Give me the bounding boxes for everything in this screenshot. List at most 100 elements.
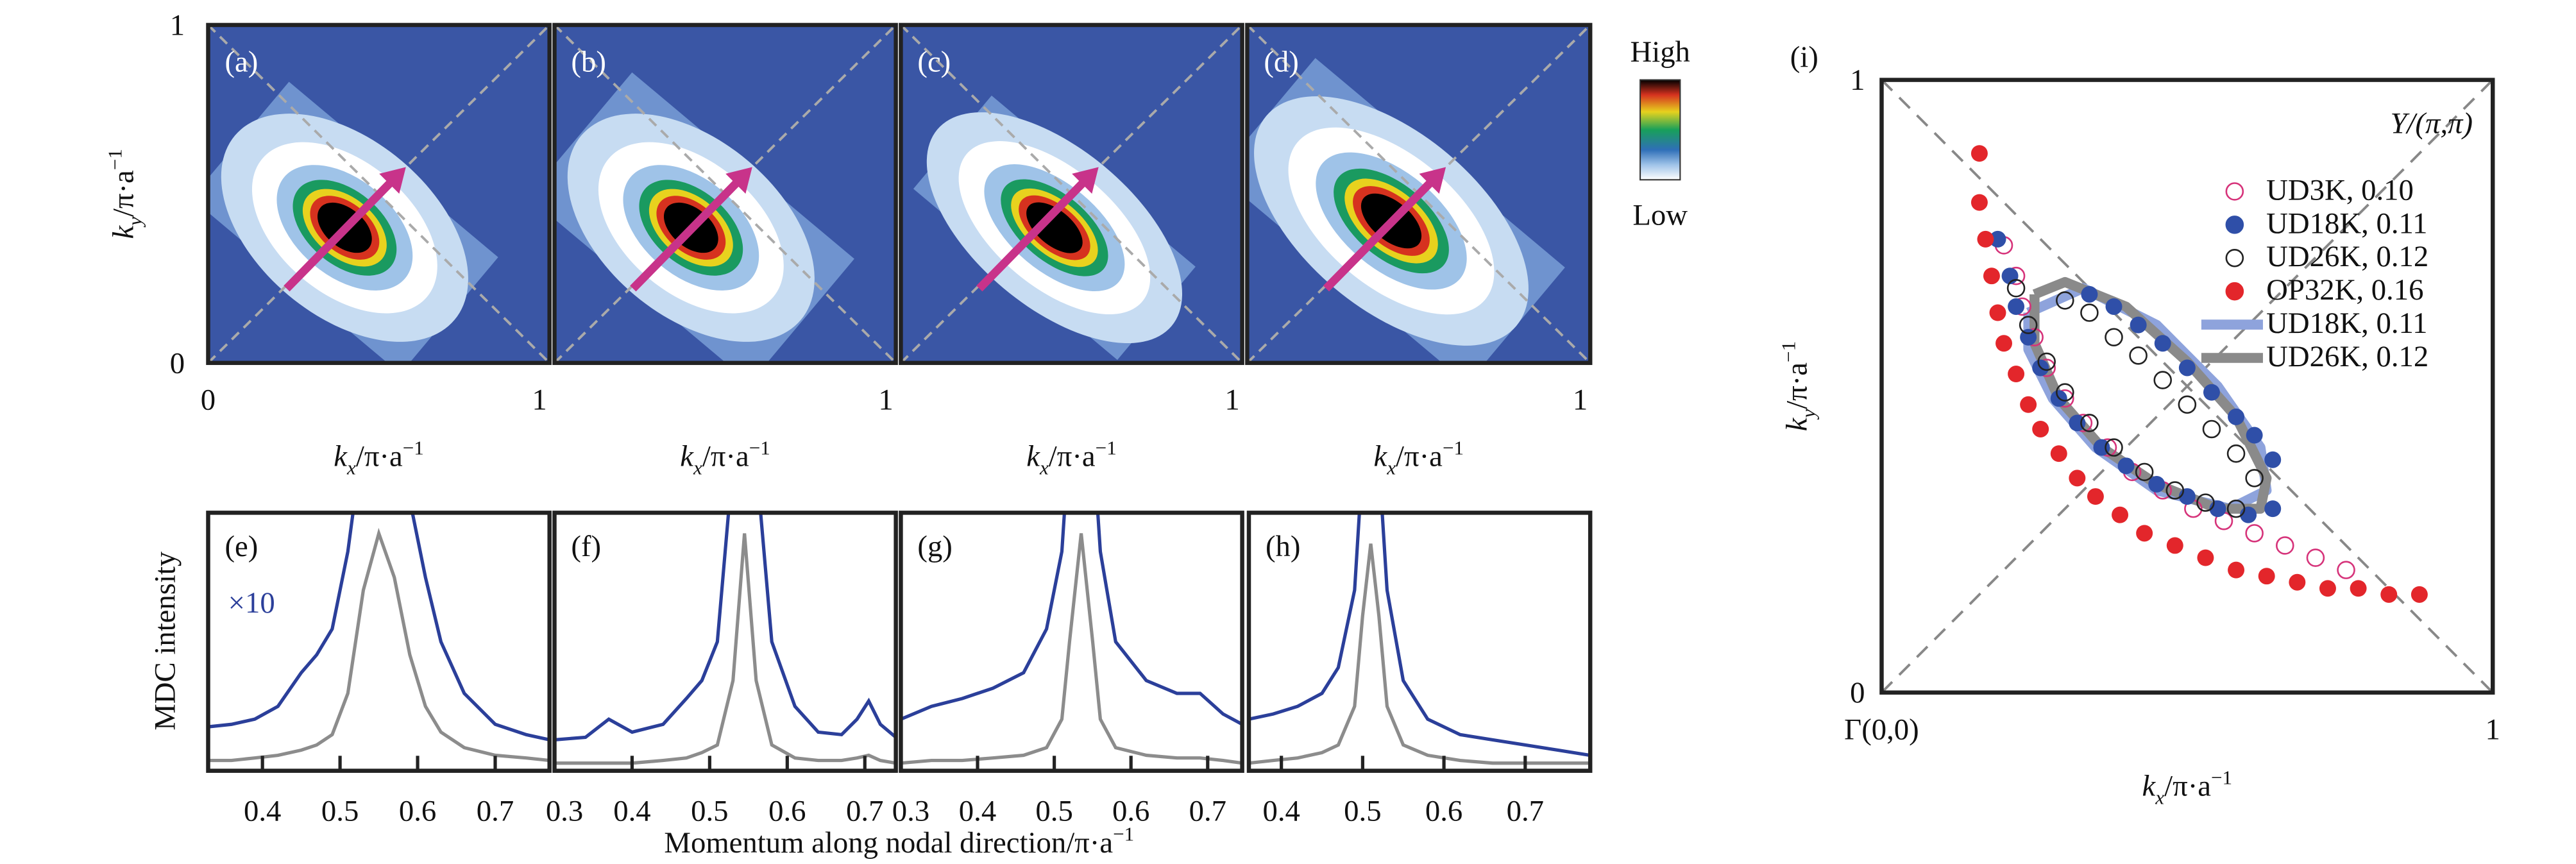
- y-tick-label: 0: [1850, 676, 1865, 709]
- data-point: [2197, 549, 2214, 566]
- colorbar-low: Low: [1632, 198, 1688, 232]
- x-tick-label: 0.6: [399, 795, 436, 828]
- data-point: [2228, 561, 2245, 579]
- axis-label-sub: y: [124, 217, 146, 228]
- data-point: [2202, 419, 2221, 439]
- data-point: [2135, 462, 2154, 482]
- mdc-curve: [901, 512, 1242, 726]
- arrow: [284, 174, 399, 292]
- data-point: [2080, 414, 2099, 432]
- annotation: ×10: [228, 586, 275, 620]
- arrow: [630, 174, 745, 292]
- frame: [206, 511, 552, 773]
- plot-area: [208, 24, 550, 363]
- arrow: [976, 174, 1092, 292]
- legend-swatch: [2225, 216, 2244, 234]
- x-tick-label: 0.6: [768, 795, 806, 828]
- mdc-curve: [208, 527, 550, 763]
- axis-label-unit: /π·a: [356, 440, 403, 473]
- arrow-head: [1072, 167, 1099, 194]
- mdc-curve: [901, 533, 1242, 765]
- x-tick-label: 1: [878, 383, 893, 416]
- frame: [206, 22, 552, 366]
- mdc-x-label: Momentum along nodal direction/π·a−1: [664, 823, 1134, 860]
- frame: [552, 22, 898, 366]
- data-point: [2008, 366, 2025, 383]
- x-tick-label: 0.6: [1425, 795, 1462, 828]
- fermi-pocket: [2029, 276, 2272, 514]
- axis-label: kx/π·a−1: [334, 437, 424, 479]
- x-tick-label: 0: [201, 383, 216, 416]
- plot-area: [1248, 512, 1591, 765]
- data-point: [2105, 328, 2123, 346]
- axis-label: kx/π·a−1: [1026, 437, 1117, 479]
- data-point: [2019, 316, 2038, 334]
- data-point: [2105, 438, 2123, 457]
- plot-area: [554, 512, 896, 765]
- axis-label-sub: x: [1386, 457, 1396, 479]
- data-point: [2165, 481, 2185, 500]
- axis-label-sup: −1: [104, 149, 126, 170]
- data-point: [2350, 580, 2367, 597]
- x-tick-label: 1: [1573, 383, 1588, 416]
- y-tick-label: 1: [170, 9, 185, 42]
- axis-label: ky/π·a−1: [104, 149, 146, 239]
- x-tick-label: 0.3: [546, 795, 583, 828]
- axis-label-sup: −1: [403, 437, 424, 459]
- axis-label-sup: −1: [1096, 437, 1117, 459]
- arrow-head: [379, 167, 406, 194]
- data-point: [2008, 298, 2025, 315]
- data-point: [2020, 396, 2037, 413]
- diagonal: [1881, 80, 2493, 693]
- legend-label: UD26K, 0.12: [2266, 240, 2428, 273]
- heatmap-contour: [1026, 202, 1083, 253]
- y-tick-label: 1: [1850, 64, 1865, 97]
- x-tick-label: 0.7: [1189, 795, 1226, 828]
- panel-label: (b): [571, 46, 606, 79]
- data-point: [1989, 230, 2006, 248]
- axis-label: kx/π·a−1: [2142, 766, 2233, 808]
- data-point: [2245, 524, 2264, 543]
- arrow-head: [725, 167, 752, 194]
- frame: [899, 22, 1244, 366]
- data-point: [2154, 335, 2171, 352]
- panel-label: (a): [225, 46, 258, 79]
- axis-label-sub: x: [2155, 786, 2164, 809]
- mdc-curve: [208, 512, 550, 741]
- frame: [1246, 511, 1593, 773]
- axis-label-unit: /π·a: [107, 170, 140, 217]
- data-point: [1977, 230, 1994, 248]
- data-point: [2112, 506, 2129, 523]
- axis-label-var: k: [1026, 440, 1040, 473]
- data-point: [2245, 469, 2264, 487]
- axis-label-var: k: [334, 440, 348, 473]
- annotation: Y/(π,π): [2390, 107, 2473, 140]
- colorbar: [1640, 79, 1681, 181]
- data-point: [2196, 493, 2215, 512]
- panel-label: (i): [1790, 40, 1818, 74]
- legend-label: UD18K, 0.11: [2266, 207, 2427, 240]
- data-point: [2226, 444, 2246, 463]
- x-tick-label: 0.6: [1112, 795, 1149, 828]
- axis-label-sup: −1: [1777, 341, 1799, 362]
- axis-label-sub: x: [1039, 457, 1049, 479]
- data-point: [2037, 352, 2056, 371]
- data-point: [2136, 525, 2153, 542]
- x-tick-label: 0.5: [691, 795, 728, 828]
- axis-label: kx/π·a−1: [680, 437, 770, 479]
- axis-label-sub: y: [1797, 409, 1820, 420]
- axis-label: ky/π·a−1: [1777, 341, 1819, 432]
- data-point: [2178, 395, 2197, 414]
- frame: [899, 511, 1244, 773]
- x-tick-label: 0.4: [244, 795, 281, 828]
- data-point: [2129, 346, 2148, 365]
- axis-label-sub: x: [693, 457, 702, 479]
- axis-label: kx/π·a−1: [1373, 437, 1464, 479]
- axis-label-var: k: [2142, 770, 2157, 803]
- data-point: [2153, 371, 2173, 389]
- data-point: [2105, 298, 2123, 315]
- plot-area: [901, 512, 1242, 765]
- plot-area: [1247, 24, 1591, 363]
- axis-label-sub: x: [346, 457, 356, 479]
